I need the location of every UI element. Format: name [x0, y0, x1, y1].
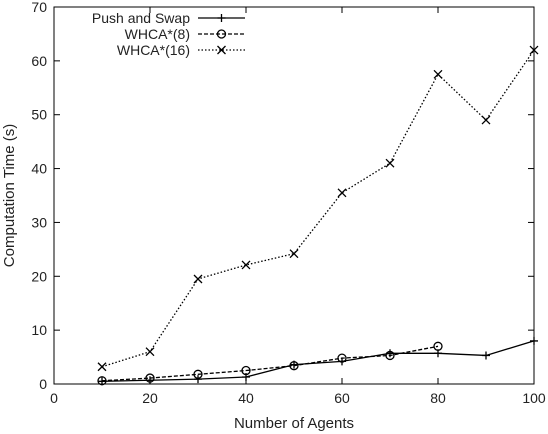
data-point-cross	[433, 69, 443, 79]
data-point-plus	[217, 14, 226, 22]
data-point-circle	[216, 29, 227, 39]
data-point-cross	[481, 115, 491, 125]
data-point-circle	[145, 373, 155, 383]
plot-area-frame	[53, 6, 535, 385]
data-point-circle	[193, 369, 203, 379]
x-tick-label: 100	[522, 390, 546, 406]
series-line	[101, 340, 535, 382]
y-tick-label: 50	[31, 107, 47, 123]
y-tick-label: 30	[31, 214, 47, 230]
y-tick-label: 10	[31, 322, 47, 338]
data-point-circle	[97, 376, 107, 386]
series-push-and-swap	[98, 336, 538, 386]
data-point-circle	[289, 361, 299, 371]
legend-label: WHCA*(16)	[117, 42, 190, 58]
x-tick-label: 0	[50, 390, 58, 406]
legend-item: WHCA*(16)	[117, 42, 245, 58]
x-tick-label: 40	[238, 390, 254, 406]
data-point-circle	[385, 350, 395, 361]
legend-label: Push and Swap	[92, 10, 190, 26]
series-group	[97, 45, 539, 386]
y-axis-label: Computation Time (s)	[1, 124, 18, 267]
series-line	[101, 49, 535, 368]
y-tick-label: 70	[31, 0, 47, 15]
x-tick-label: 20	[142, 390, 158, 406]
series-whca-16-	[97, 45, 539, 372]
data-point-cross	[529, 45, 539, 55]
data-point-cross	[217, 45, 226, 55]
series-whca-8-	[97, 341, 443, 386]
legend-item: Push and Swap	[92, 10, 245, 26]
axis-ticks: 0 20 40 60 80 100 0 10 20 30 40 50 60 70	[31, 0, 545, 406]
data-point-cross	[385, 158, 395, 168]
x-tick-label: 80	[430, 390, 446, 406]
data-point-circle	[241, 365, 251, 376]
data-point-circle	[433, 341, 443, 351]
y-tick-label: 60	[31, 53, 47, 69]
data-point-circle	[337, 353, 347, 363]
y-tick-label: 0	[39, 376, 47, 392]
data-point-plus	[194, 375, 202, 384]
data-point-cross	[97, 362, 107, 372]
y-tick-label: 20	[31, 268, 47, 284]
x-axis-label: Number of Agents	[234, 415, 354, 432]
data-point-cross	[289, 249, 299, 259]
legend-item: WHCA*(8)	[125, 26, 245, 42]
x-tick-label: 60	[334, 390, 350, 406]
data-point-cross	[193, 274, 203, 284]
series-line	[101, 345, 439, 382]
data-point-cross	[145, 347, 155, 357]
data-point-plus	[482, 351, 490, 360]
data-point-cross	[241, 260, 251, 270]
data-point-cross	[337, 188, 347, 198]
y-tick-label: 40	[31, 161, 47, 177]
data-point-plus	[530, 336, 538, 345]
legend-label: WHCA*(8)	[125, 26, 190, 42]
data-point-plus	[98, 377, 106, 386]
